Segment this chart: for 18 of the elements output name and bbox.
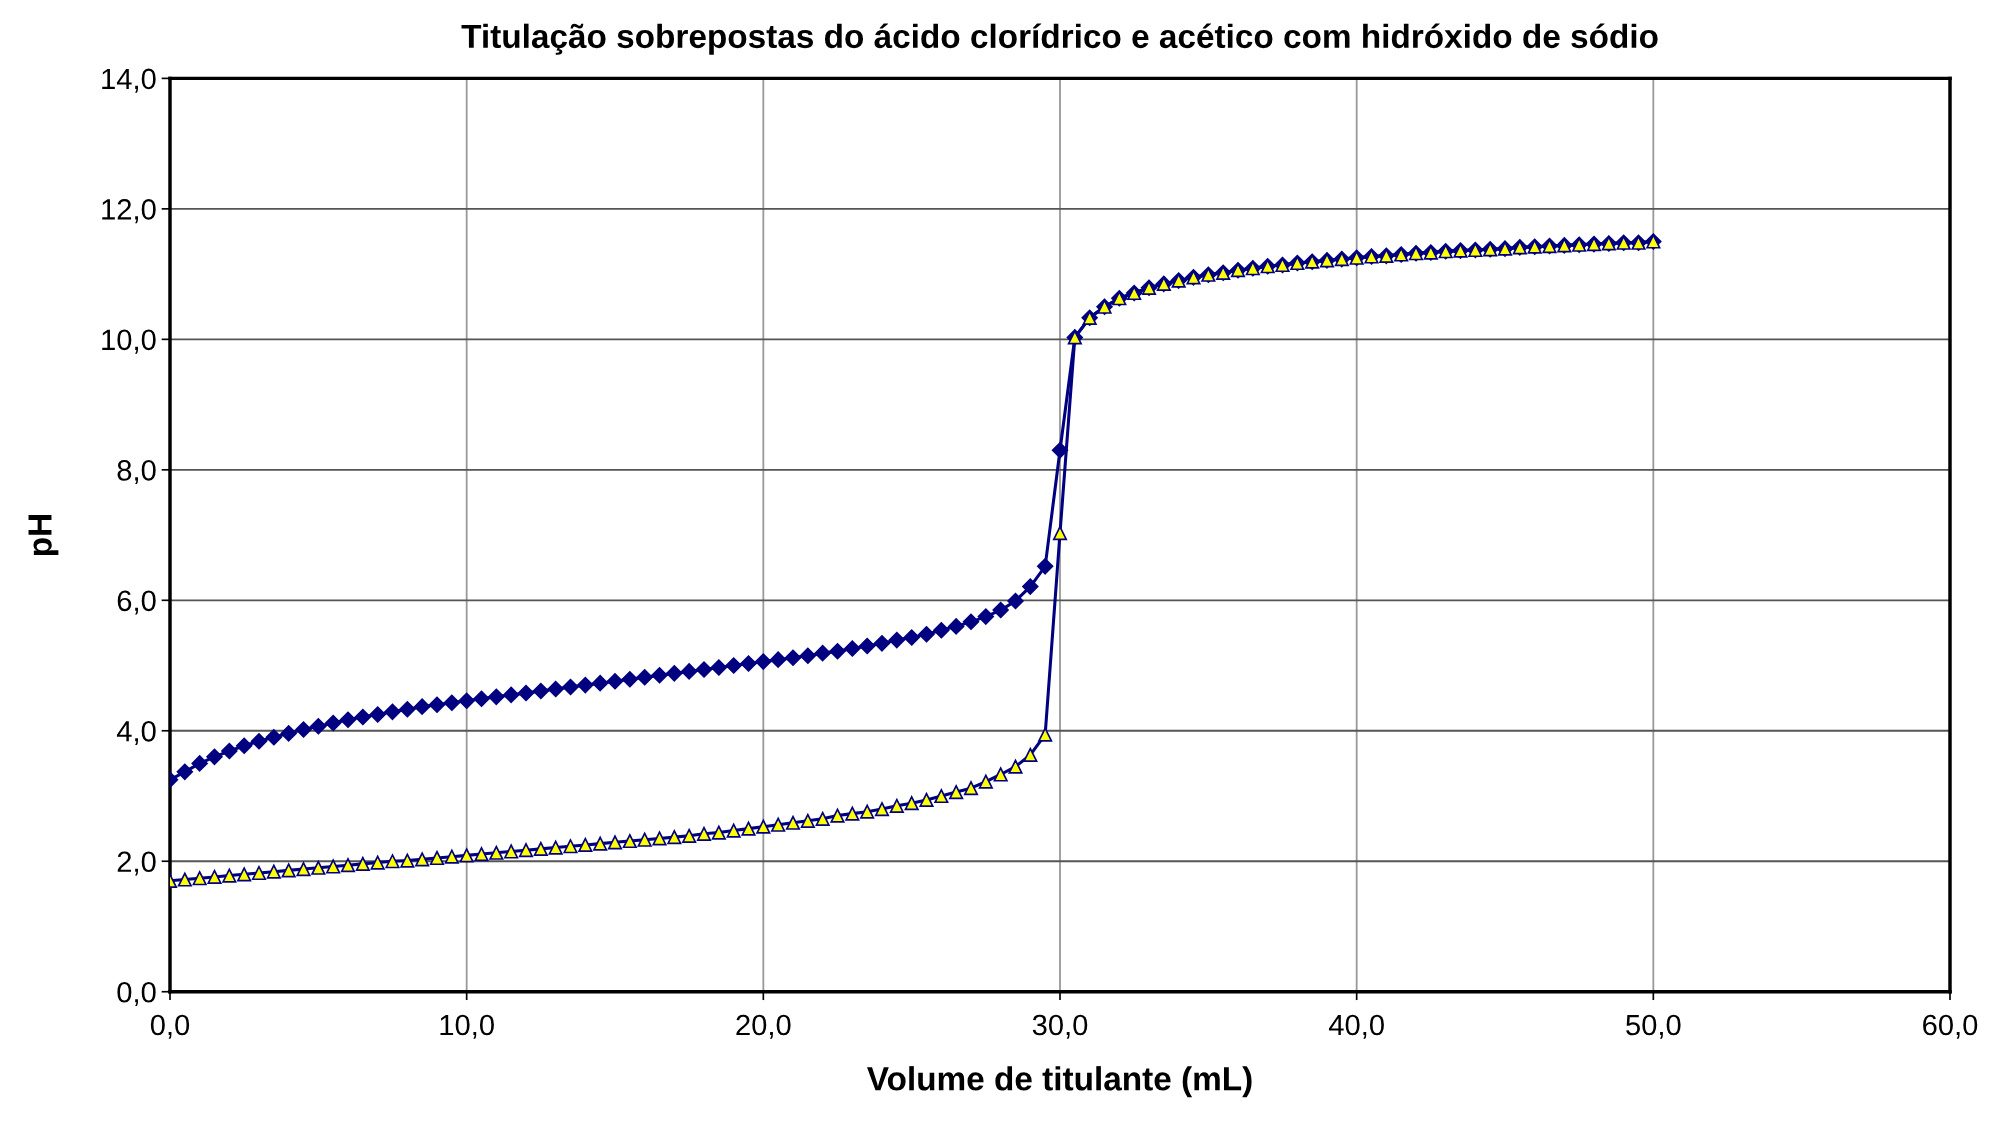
x-tick-label: 20,0 [736,1014,791,1039]
x-axis-title: Volume de titulante (mL) [867,1066,1252,1098]
y-axis-title: pH [28,515,59,556]
y-tick-label: 6,0 [117,590,156,615]
y-tick-label: 8,0 [117,460,156,485]
y-tick-label: 14,0 [102,68,156,93]
y-tick-label: 10,0 [102,329,156,354]
x-tick-label: 60,0 [1923,1014,1978,1039]
y-tick-label: 4,0 [116,720,156,746]
x-tick-label: 10,0 [440,1014,494,1039]
y-tick-label: 0,0 [117,981,156,1007]
x-tick-label: 40,0 [1328,1014,1384,1039]
chart-title: Titulação sobrepostas do ácido clorídrico e acético com hidróxido de sódio [461,23,1658,55]
x-tick-label: 0,0 [150,1014,190,1039]
y-tick-label: 12,0 [102,199,156,224]
y-tick-label: 2,0 [117,851,156,876]
x-tick-label: 50,0 [1626,1014,1681,1039]
x-tick-label: 30,0 [1032,1014,1088,1039]
